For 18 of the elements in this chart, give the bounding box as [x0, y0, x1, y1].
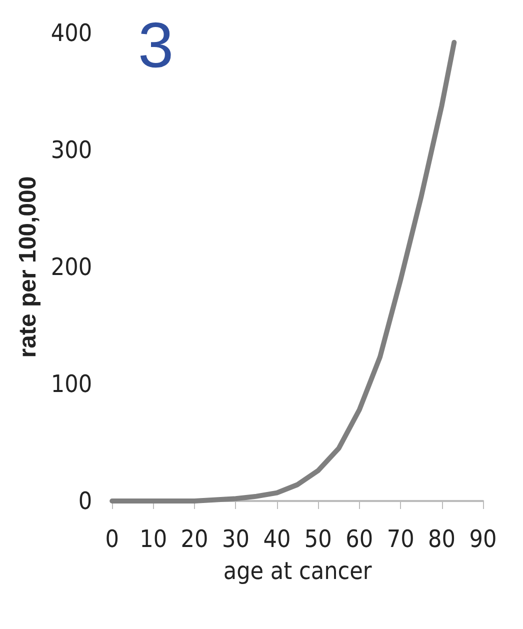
- x-tick-label: 40: [263, 525, 291, 553]
- y-tick-label: 0: [78, 487, 92, 515]
- x-tick-label: 70: [386, 525, 414, 553]
- x-tick-label: 60: [346, 525, 374, 553]
- y-tick-label: 400: [50, 19, 92, 47]
- chart-title: 3: [138, 9, 174, 81]
- x-tick-label: 90: [469, 525, 497, 553]
- y-tick-label: 300: [50, 136, 92, 164]
- x-tick-label: 20: [180, 525, 208, 553]
- x-axis-title: age at cancer: [223, 557, 372, 585]
- y-axis-title: rate per 100,000: [14, 176, 42, 358]
- y-tick-label: 100: [50, 370, 92, 398]
- x-tick-label: 0: [105, 525, 119, 553]
- x-tick-label: 30: [222, 525, 250, 553]
- y-tick-label: 200: [50, 253, 92, 281]
- x-tick-label: 10: [140, 525, 168, 553]
- x-tick-label: 80: [428, 525, 456, 553]
- x-tick-label: 50: [304, 525, 332, 553]
